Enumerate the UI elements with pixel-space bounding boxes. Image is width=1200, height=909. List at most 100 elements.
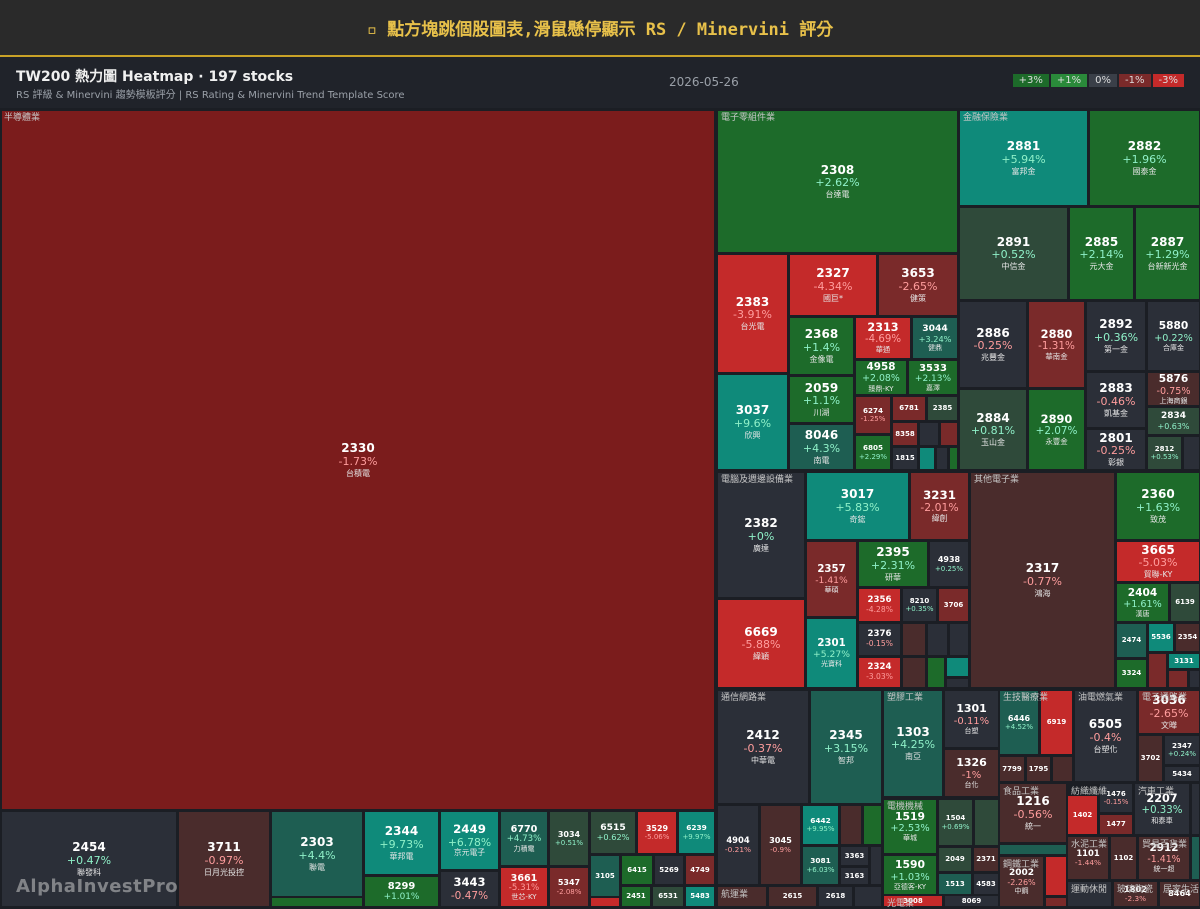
stock-tile[interactable] [949, 447, 958, 470]
stock-tile[interactable]: 2451 [621, 886, 651, 907]
stock-tile[interactable] [919, 422, 939, 446]
stock-tile[interactable] [949, 623, 969, 656]
stock-tile[interactable]: 1326 -1% 台化 [944, 749, 999, 797]
stock-tile[interactable] [927, 657, 945, 688]
stock-tile[interactable] [840, 805, 862, 845]
stock-tile[interactable]: 4938 +0.25% [929, 541, 969, 587]
stock-tile[interactable]: 6770 +4.73% 力積電 [500, 811, 548, 866]
stock-tile[interactable]: 3324 [1116, 659, 1147, 688]
stock-tile[interactable] [271, 897, 363, 907]
stock-tile[interactable]: 2002 -2.26% 中鋼 [999, 856, 1044, 907]
stock-tile[interactable]: 3036 -2.65% 文曄 [1138, 690, 1200, 734]
stock-tile[interactable] [999, 844, 1067, 855]
stock-tile[interactable]: 3163 [840, 867, 869, 885]
stock-tile[interactable] [863, 805, 882, 845]
stock-tile[interactable] [1052, 756, 1073, 782]
stock-tile[interactable] [936, 447, 948, 470]
stock-tile[interactable]: 4583 [973, 873, 999, 895]
stock-tile[interactable]: 1802 -2.3% [1113, 881, 1158, 907]
stock-tile[interactable]: 3008 [883, 895, 943, 907]
stock-tile[interactable]: 2912 -1.41% 統一超 [1138, 836, 1190, 880]
stock-tile[interactable]: 2891 +0.52% 中信金 [959, 207, 1068, 300]
stock-tile[interactable]: 2345 +3.15% 智邦 [810, 690, 882, 804]
stock-tile[interactable]: 2347 +0.24% [1164, 735, 1200, 765]
stock-tile[interactable]: 2883 -0.46% 凱基金 [1086, 372, 1146, 428]
stock-tile[interactable]: 3034 +0.51% [549, 811, 589, 866]
stock-tile[interactable]: 2313 -4.69% 華通 [855, 317, 911, 359]
stock-tile[interactable]: 3653 -2.65% 健策 [878, 254, 958, 316]
stock-tile[interactable] [902, 657, 926, 688]
stock-tile[interactable]: 1402 [1067, 795, 1098, 835]
stock-tile[interactable]: 7799 [999, 756, 1025, 782]
stock-tile[interactable]: 2892 +0.36% 第一金 [1086, 301, 1146, 371]
stock-tile[interactable]: 8464 [1159, 881, 1200, 907]
stock-tile[interactable]: 4958 +2.08% 臻鼎-KY [855, 360, 907, 395]
stock-tile[interactable]: 2887 +1.29% 台新新光金 [1135, 207, 1200, 300]
stock-tile[interactable]: 2357 -1.41% 華碩 [806, 541, 857, 617]
stock-tile[interactable]: 2354 [1175, 623, 1200, 652]
stock-tile[interactable]: 5269 [654, 855, 684, 885]
stock-tile[interactable]: 2382 +0% 廣達 [717, 472, 805, 598]
stock-tile[interactable] [1189, 670, 1200, 688]
stock-tile[interactable]: 1795 [1026, 756, 1051, 782]
stock-tile[interactable]: 3702 [1138, 735, 1163, 782]
stock-tile[interactable] [974, 799, 999, 846]
stock-tile[interactable]: 5880 +0.22% 合庫金 [1147, 301, 1200, 371]
stock-tile[interactable] [946, 678, 969, 688]
stock-tile[interactable]: 2376 -0.15% [858, 623, 901, 656]
stock-tile[interactable]: 2383 -3.91% 台光電 [717, 254, 788, 373]
stock-tile[interactable]: 3363 [840, 846, 869, 866]
stock-tile[interactable]: 2385 [927, 396, 958, 421]
stock-tile[interactable]: 8358 [892, 422, 918, 446]
stock-tile[interactable]: 3529 -5.06% [637, 811, 677, 854]
stock-tile[interactable]: 2404 +1.61% 漢唐 [1116, 583, 1169, 622]
stock-tile[interactable]: 3037 +9.6% 欣興 [717, 374, 788, 470]
stock-tile[interactable]: 1476 -0.15% [1099, 783, 1133, 813]
stock-tile[interactable]: 3661 -5.31% 世芯-KY [500, 867, 548, 907]
stock-tile[interactable]: 2317 -0.77% 鴻海 [970, 472, 1115, 688]
stock-tile[interactable]: 1815 [892, 447, 918, 470]
stock-tile[interactable]: 2301 +5.27% 光寶科 [806, 618, 857, 688]
stock-tile[interactable]: 4904 -0.21% [717, 805, 759, 885]
stock-tile[interactable]: 3231 -2.01% 緯創 [910, 472, 969, 540]
stock-tile[interactable]: 6669 -5.88% 緯穎 [717, 599, 805, 688]
stock-tile[interactable]: 1102 [1110, 836, 1137, 880]
stock-tile[interactable]: 3044 +3.24% 健鼎 [912, 317, 958, 359]
stock-tile[interactable]: 2449 +6.78% 京元電子 [440, 811, 499, 870]
stock-tile[interactable]: 3706 [938, 588, 969, 622]
stock-tile[interactable] [1067, 881, 1112, 907]
stock-tile[interactable]: 2882 +1.96% 國泰金 [1089, 110, 1200, 206]
stock-tile[interactable]: 2356 -4.28% [858, 588, 901, 622]
stock-tile[interactable] [870, 846, 882, 885]
stock-tile[interactable]: 8299 +1.01% [364, 876, 439, 907]
stock-tile[interactable]: 2886 -0.25% 兆豐金 [959, 301, 1027, 388]
stock-tile[interactable]: 2884 +0.81% 玉山金 [959, 389, 1027, 470]
stock-tile[interactable]: 2360 +1.63% 致茂 [1116, 472, 1200, 540]
stock-tile[interactable]: 2330 -1.73% 台積電 [1, 110, 715, 810]
stock-tile[interactable]: 1504 +0.69% [938, 799, 973, 846]
stock-tile[interactable]: 6505 -0.4% 台塑化 [1074, 690, 1137, 782]
stock-tile[interactable] [1148, 653, 1167, 688]
stock-tile[interactable]: 8210 +0.35% [902, 588, 937, 622]
stock-tile[interactable]: 1303 +4.25% 南亞 [883, 690, 943, 797]
stock-tile[interactable]: 2308 +2.62% 台達電 [717, 110, 958, 253]
stock-tile[interactable]: 2881 +5.94% 富邦金 [959, 110, 1088, 206]
stock-tile[interactable]: 6515 +0.62% [590, 811, 636, 854]
stock-tile[interactable] [902, 623, 926, 656]
stock-tile[interactable]: 1301 -0.11% 台塑 [944, 690, 999, 748]
stock-tile[interactable] [1191, 783, 1200, 835]
stock-tile[interactable]: 6415 [621, 855, 653, 885]
stock-tile[interactable] [590, 897, 620, 907]
stock-tile[interactable]: 2303 +4.4% 聯電 [271, 811, 363, 897]
stock-tile[interactable]: 5536 [1148, 623, 1174, 652]
stock-tile[interactable]: 1519 +2.53% 華城 [883, 799, 937, 854]
stock-tile[interactable] [1045, 856, 1067, 896]
stock-tile[interactable]: 6919 [1040, 690, 1073, 755]
stock-tile[interactable]: 2412 -0.37% 中華電 [717, 690, 809, 804]
stock-tile[interactable]: 2618 [818, 886, 853, 907]
stock-tile[interactable]: 2615 [768, 886, 817, 907]
stock-tile[interactable] [854, 886, 882, 907]
stock-tile[interactable] [1045, 897, 1067, 907]
stock-tile[interactable]: 3443 -0.47% [440, 871, 499, 907]
stock-tile[interactable]: 1590 +1.03% 亞德客-KY [883, 855, 937, 895]
